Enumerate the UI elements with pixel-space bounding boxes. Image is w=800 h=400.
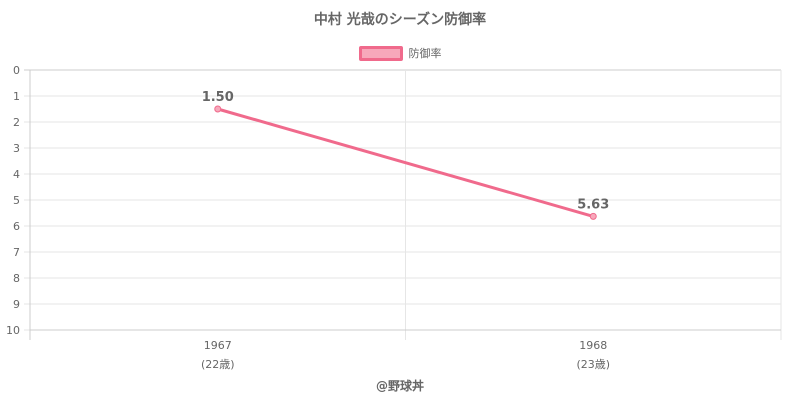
y-tick-label: 4 <box>13 168 20 181</box>
data-label: 1.50 <box>202 90 234 105</box>
watermark: @野球丼 <box>375 379 424 393</box>
y-tick-label: 3 <box>13 142 20 155</box>
legend[interactable]: 防御率 <box>0 45 800 61</box>
legend-label: 防御率 <box>408 47 442 60</box>
y-tick-label: 8 <box>13 272 20 285</box>
y-tick-label: 6 <box>13 220 20 233</box>
x-tick-sublabel: (22歳) <box>201 358 235 371</box>
data-point <box>589 212 597 220</box>
y-tick-label: 1 <box>13 90 20 103</box>
data-label: 5.63 <box>577 197 609 212</box>
y-tick-label: 5 <box>13 194 20 207</box>
series-line <box>217 107 594 218</box>
y-tick-label: 9 <box>13 298 20 311</box>
chart-title: 中村 光哉のシーズン防御率 <box>313 12 487 28</box>
legend-swatch <box>358 45 403 61</box>
x-tick-label: 1967 <box>204 339 232 352</box>
y-tick-label: 7 <box>13 246 20 259</box>
data-point <box>214 105 222 113</box>
y-tick-label: 0 <box>13 64 20 77</box>
x-tick-sublabel: (23歳) <box>576 358 610 371</box>
y-tick-label: 2 <box>13 116 20 129</box>
y-tick-label: 10 <box>6 324 20 337</box>
x-tick-label: 1968 <box>579 339 607 352</box>
